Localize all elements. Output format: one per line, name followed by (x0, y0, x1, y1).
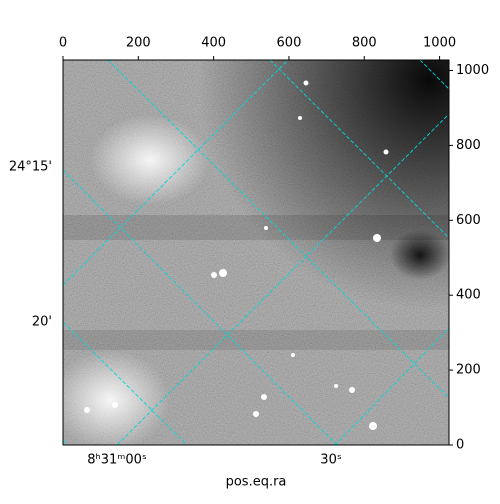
grid-line (419, 59, 450, 90)
axes-frame (62, 59, 450, 446)
grid-line (62, 169, 338, 446)
x-tick-label: 600 (277, 36, 302, 51)
y-tick-label: 600 (456, 213, 481, 228)
grid-line (269, 59, 450, 239)
x-tick-label: 200 (126, 36, 151, 51)
y-tick-label: 800 (456, 138, 481, 153)
x-axis-label: pos.eq.ra (226, 475, 287, 490)
grid-line (62, 321, 188, 446)
grid-line (334, 327, 450, 446)
y-tick-label: 400 (456, 288, 481, 303)
ra-tick-label: 30ˢ (320, 453, 342, 468)
dec-tick-label: 20' (32, 315, 52, 330)
x-tick-label: 1000 (423, 36, 456, 51)
grid-line (62, 59, 289, 286)
coordinate-grid (62, 59, 450, 446)
grid-line (62, 439, 69, 446)
y-tick-label: 0 (456, 438, 464, 453)
x-tick-label: 400 (201, 36, 226, 51)
y-tick-label: 200 (456, 363, 481, 378)
grid-line (116, 113, 450, 446)
dec-tick-label: 24°15' (9, 160, 52, 175)
ra-tick-label: 8ʰ31ᵐ00ˢ (87, 453, 147, 468)
y-tick-label: 1000 (456, 63, 489, 78)
x-tick-label: 0 (59, 36, 67, 51)
grid-line (107, 59, 450, 399)
sky-image (63, 60, 449, 445)
x-tick-label: 800 (352, 36, 377, 51)
